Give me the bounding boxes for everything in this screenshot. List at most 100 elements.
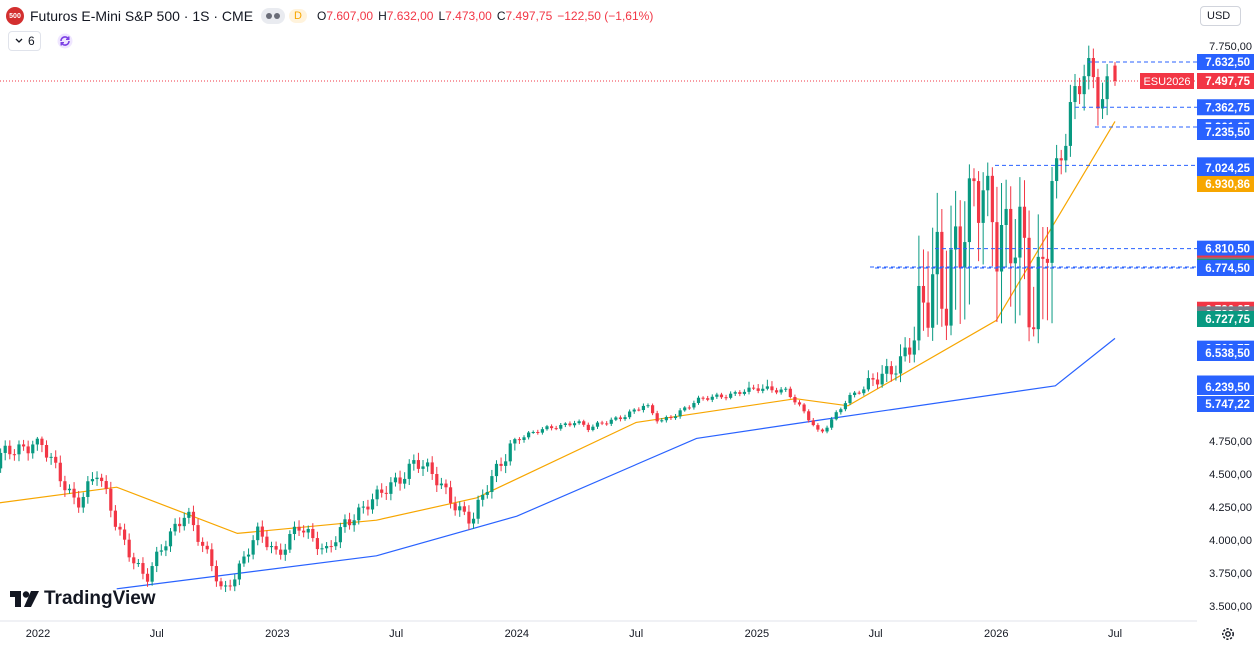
candle-body [761, 388, 765, 391]
tradingview-logo-icon [10, 591, 39, 607]
candle-body [802, 404, 806, 412]
open-value: 7.607,00 [326, 9, 374, 23]
tradingview-watermark[interactable]: TradingView [10, 588, 156, 610]
candle-body [21, 444, 26, 447]
candle-body [687, 407, 691, 409]
candle-body [416, 460, 421, 469]
candle-body [582, 421, 586, 425]
candle-body [494, 463, 499, 477]
symbol-tag-box [1140, 73, 1194, 89]
price-label-text: 7.497,75 [1205, 76, 1250, 88]
candle-body [774, 390, 779, 393]
candle-body [591, 426, 595, 431]
candle-body [173, 523, 177, 532]
candle-body [77, 497, 81, 508]
candle-body [986, 175, 990, 191]
candle-body [201, 541, 205, 546]
candle-body [706, 398, 710, 400]
candle-body [1004, 208, 1008, 226]
candle-body [683, 407, 687, 411]
candle-body [458, 506, 462, 511]
candle-body [72, 488, 76, 498]
price-label-text: 7.235,50 [1205, 127, 1250, 139]
candle-body [233, 579, 237, 587]
price-label-text: 6.810,50 [1205, 244, 1250, 256]
symbol-title[interactable]: Futuros E-Mini S&P 500 · 1S · CME [30, 8, 254, 24]
candle-body [269, 546, 274, 548]
x-tick-label: 2022 [26, 628, 50, 640]
candle-body [733, 392, 737, 394]
price-label-text: 6.727,75 [1205, 314, 1250, 326]
candle-body [972, 178, 976, 182]
low-label: L [438, 9, 446, 23]
candle-body [54, 456, 58, 463]
candle-body [862, 389, 866, 394]
x-tick-label: Jul [629, 628, 643, 640]
price-label: 6.239,50 [1197, 379, 1254, 395]
candle-body [132, 557, 136, 564]
candle-body [104, 481, 108, 489]
candle-body [407, 463, 411, 479]
candle-body [729, 393, 733, 398]
status-dots-icon[interactable] [261, 8, 286, 24]
candle-body [600, 422, 604, 424]
candle-body [403, 478, 407, 484]
candle-body [81, 496, 85, 508]
candle-body [1027, 237, 1031, 328]
candle-body [981, 190, 985, 223]
candle-body [375, 489, 379, 500]
candle-body [8, 445, 12, 455]
candle-body [825, 427, 829, 432]
candle-body [260, 526, 264, 537]
candle-body [12, 454, 16, 456]
candle-body [0, 452, 3, 469]
candle-body [426, 462, 430, 467]
candle-body [196, 525, 200, 542]
candle-body [926, 302, 930, 328]
price-label-box [1197, 379, 1254, 395]
candle-body [1096, 77, 1100, 109]
price-label-box [1197, 311, 1254, 327]
fast-moving-average-line [0, 121, 1116, 535]
candle-body [26, 446, 30, 454]
candle-body [370, 499, 375, 510]
candle-body [1077, 86, 1082, 95]
candle-body [770, 386, 774, 391]
candle-body [623, 417, 627, 420]
candle-body [660, 420, 664, 422]
candle-body [843, 403, 848, 410]
price-label-text: 7.632,50 [1205, 57, 1250, 69]
delayed-badge[interactable]: D [289, 9, 307, 23]
candle-body [118, 526, 122, 530]
candle-body [921, 285, 926, 303]
candle-body [894, 373, 898, 375]
candle-body [1018, 206, 1022, 258]
candle-body [834, 412, 838, 420]
candle-body [178, 523, 182, 527]
candle-body [237, 563, 241, 580]
candle-body [1032, 327, 1036, 330]
candle-body [58, 462, 62, 482]
candle-body [504, 461, 508, 466]
candle-body [696, 397, 701, 404]
candle-body [559, 424, 563, 429]
price-label-box [1197, 160, 1254, 177]
candle-body [499, 463, 503, 466]
candle-body [724, 397, 728, 399]
currency-selector[interactable]: USD [1200, 6, 1242, 26]
candle-body [141, 563, 145, 574]
candle-body [595, 422, 600, 427]
candle-body [522, 437, 526, 440]
price-label-box [1197, 240, 1254, 257]
candle-body [875, 379, 880, 385]
candle-body [646, 405, 650, 407]
candle-body [797, 402, 802, 405]
refresh-icon[interactable] [57, 33, 73, 49]
candle-body [109, 488, 113, 511]
candle-body [86, 481, 90, 497]
indicators-toggle-button[interactable]: 6 [8, 31, 41, 51]
candle-body [393, 477, 398, 483]
candle-body [439, 483, 443, 486]
gear-icon[interactable] [1220, 626, 1236, 642]
